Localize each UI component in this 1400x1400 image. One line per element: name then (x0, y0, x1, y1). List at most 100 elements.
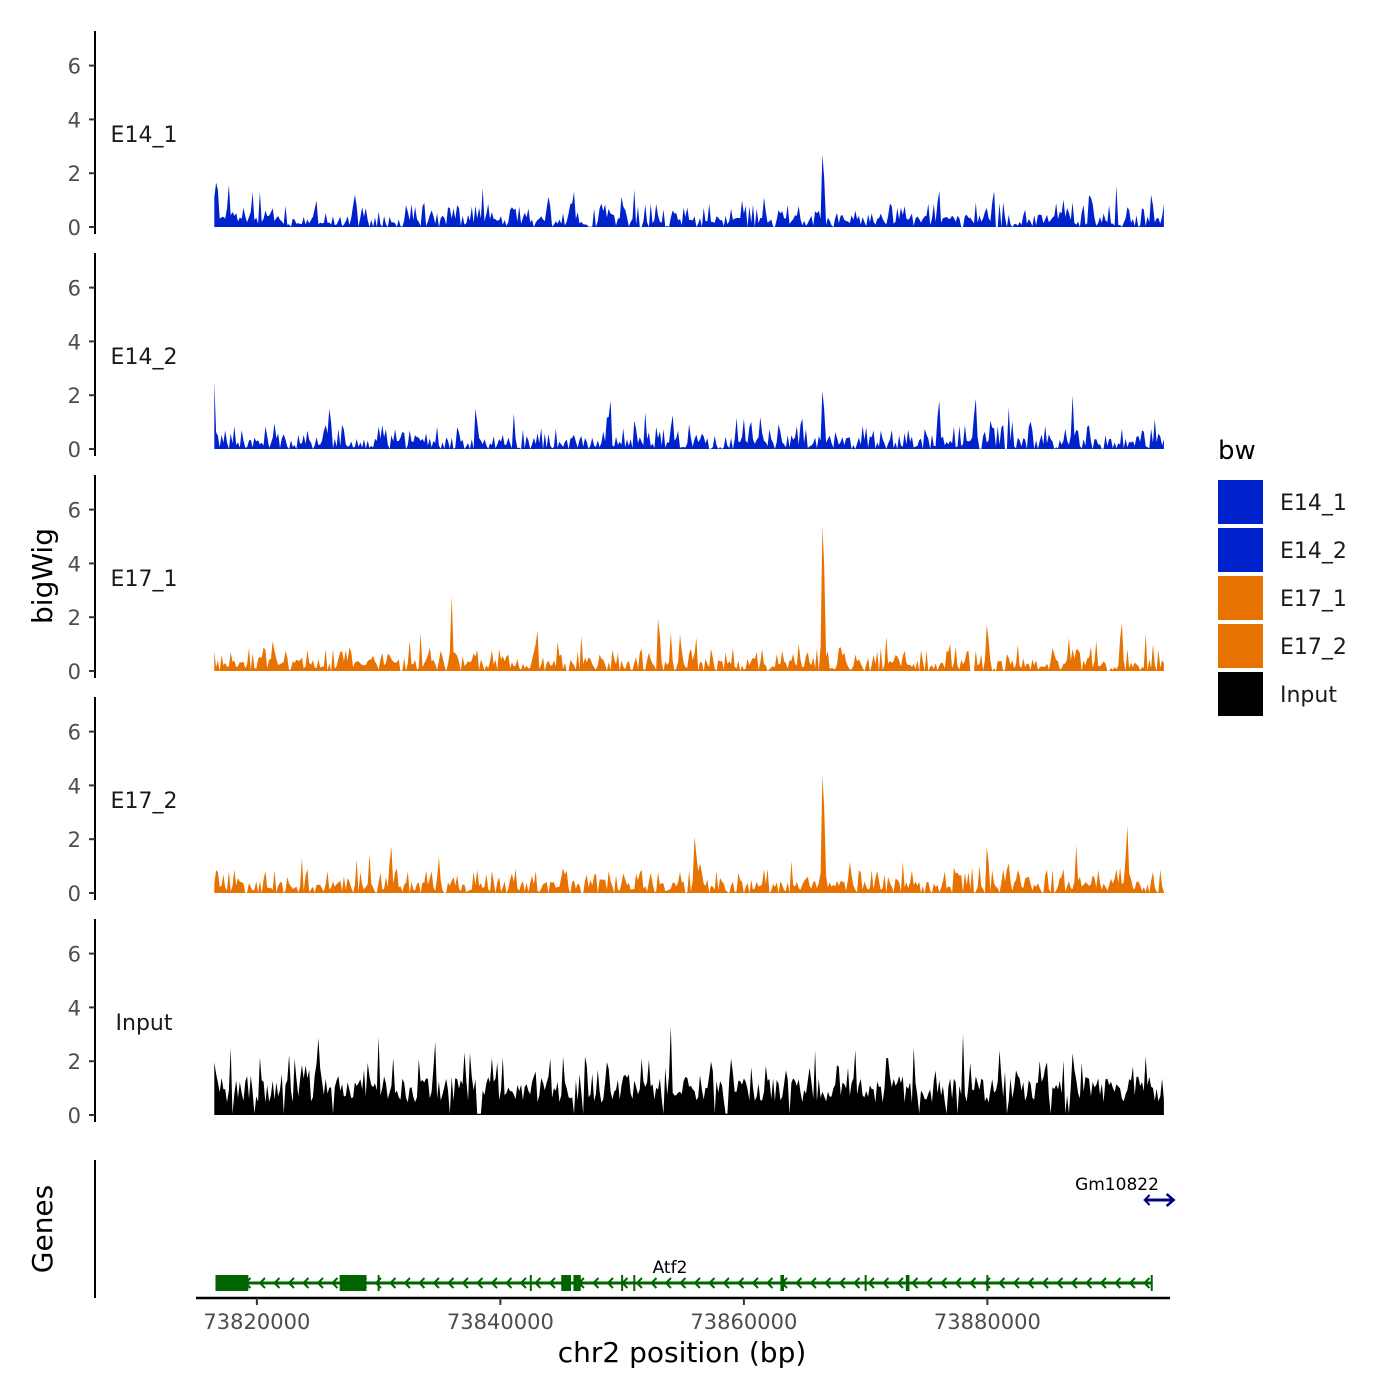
y-tick-label: 4 (68, 774, 81, 798)
strand-arrow (1143, 1194, 1151, 1206)
legend-label: E17_2 (1280, 635, 1347, 660)
gene-label: Atf2 (653, 1258, 688, 1278)
strand-arrow (331, 1277, 339, 1289)
legend-key-E17_1 (1218, 576, 1263, 620)
genes-layer: Atf2 Gm10822 (94, 1160, 1176, 1298)
strand-arrow (635, 1277, 643, 1289)
track-label: Input (116, 1011, 173, 1036)
strand-arrow (751, 1277, 759, 1289)
strand-arrow (258, 1277, 266, 1289)
strand-arrow (809, 1277, 817, 1289)
strand-arrow (490, 1277, 498, 1289)
strand-arrow (766, 1277, 774, 1289)
strand-arrow (548, 1277, 556, 1289)
y-tick-label: 0 (68, 216, 81, 240)
strand-arrow (505, 1277, 513, 1289)
y-tick-label: 4 (68, 108, 81, 132)
strand-arrow (795, 1277, 803, 1289)
strand-arrow (1012, 1277, 1020, 1289)
x-tick-label: 73820000 (203, 1310, 310, 1334)
x-tick-label: 73880000 (934, 1310, 1041, 1334)
y-tick-label: 2 (68, 384, 81, 408)
track-panel-Input: 0 2 4 6 Input (68, 919, 1164, 1128)
exon (215, 1275, 249, 1291)
x-axis-title: chr2 position (bp) (558, 1336, 807, 1369)
strand-arrow (316, 1277, 324, 1289)
exon (905, 1275, 910, 1291)
track-panel-E14_1: 0 2 4 6 E14_1 (68, 31, 1164, 240)
y-tick-label: 6 (68, 55, 81, 79)
signal-area-E17_1 (214, 525, 1164, 671)
legend-key-E14_1 (1218, 480, 1263, 524)
strand-arrow (1070, 1277, 1078, 1289)
signal-area-E14_1 (214, 154, 1164, 227)
y-tick-label: 0 (68, 1104, 81, 1128)
strand-arrow (998, 1277, 1006, 1289)
strand-arrow (1085, 1277, 1093, 1289)
strand-arrow (476, 1277, 484, 1289)
y-tick-label: 2 (68, 162, 81, 186)
exon (573, 1275, 581, 1291)
y-tick-label: 6 (68, 277, 81, 301)
strand-arrow (403, 1277, 411, 1289)
strand-arrow (1143, 1277, 1151, 1289)
strand-arrow (896, 1277, 904, 1289)
track-label: E17_1 (111, 567, 178, 592)
strand-arrow (679, 1277, 687, 1289)
strand-arrow (650, 1277, 658, 1289)
gene-label: Gm10822 (1075, 1175, 1159, 1195)
strand-arrow (461, 1277, 469, 1289)
legend-key-Input (1218, 672, 1263, 716)
strand-arrow (1128, 1277, 1136, 1289)
y-tick-label: 6 (68, 721, 81, 745)
exon (780, 1275, 785, 1291)
exon (561, 1275, 571, 1291)
strand-arrow (1114, 1277, 1122, 1289)
strand-arrow (418, 1277, 426, 1289)
strand-arrow (302, 1277, 310, 1289)
signal-area-E14_2 (214, 381, 1164, 449)
track-panel-E17_1: 0 2 4 6 E17_1 (68, 475, 1164, 684)
x-tick-label: 73840000 (447, 1310, 554, 1334)
strand-arrow (273, 1277, 281, 1289)
legend-label: E14_2 (1280, 539, 1347, 564)
strand-arrow (853, 1277, 861, 1289)
y-axis-title: bigWig (26, 528, 59, 624)
strand-arrow (1099, 1277, 1107, 1289)
strand-arrow (911, 1277, 919, 1289)
y-tick-label: 0 (68, 882, 81, 906)
gene-Gm10822: Gm10822 (1075, 1175, 1176, 1207)
strand-arrow (925, 1277, 933, 1289)
legend-key-E14_2 (1218, 528, 1263, 572)
track-label: E17_2 (111, 789, 178, 814)
strand-arrow (722, 1277, 730, 1289)
strand-arrow (824, 1277, 832, 1289)
strand-arrow (664, 1277, 672, 1289)
strand-arrow (287, 1277, 295, 1289)
y-tick-label: 4 (68, 996, 81, 1020)
x-tick-label: 73860000 (690, 1310, 797, 1334)
legend-label: E17_1 (1280, 587, 1347, 612)
strand-arrow (954, 1277, 962, 1289)
y-tick-label: 0 (68, 660, 81, 684)
legend-key-E17_2 (1218, 624, 1263, 668)
strand-arrow (1041, 1277, 1049, 1289)
strand-arrow (940, 1277, 948, 1289)
signal-area-Input (214, 1026, 1164, 1115)
strand-arrow (882, 1277, 890, 1289)
legend-label: E14_1 (1280, 491, 1347, 516)
gene-Atf2: Atf2 (215, 1258, 1153, 1291)
y-tick-label: 4 (68, 330, 81, 354)
y-tick-label: 4 (68, 552, 81, 576)
strand-arrow (389, 1277, 397, 1289)
y-tick-label: 2 (68, 1050, 81, 1074)
strand-arrow (534, 1277, 542, 1289)
y-tick-label: 0 (68, 438, 81, 462)
exon (339, 1275, 367, 1291)
strand-arrow (969, 1277, 977, 1289)
strand-arrow (592, 1277, 600, 1289)
genes-panel-title: Genes (26, 1185, 59, 1273)
tracks-layer: 0 2 4 6 E14_1 0 2 4 6 E14_2 0 2 4 6 E17_1 0 2 4 6 E17_2 0 2 4 6… (68, 31, 1164, 1128)
strand-arrow (1027, 1277, 1035, 1289)
